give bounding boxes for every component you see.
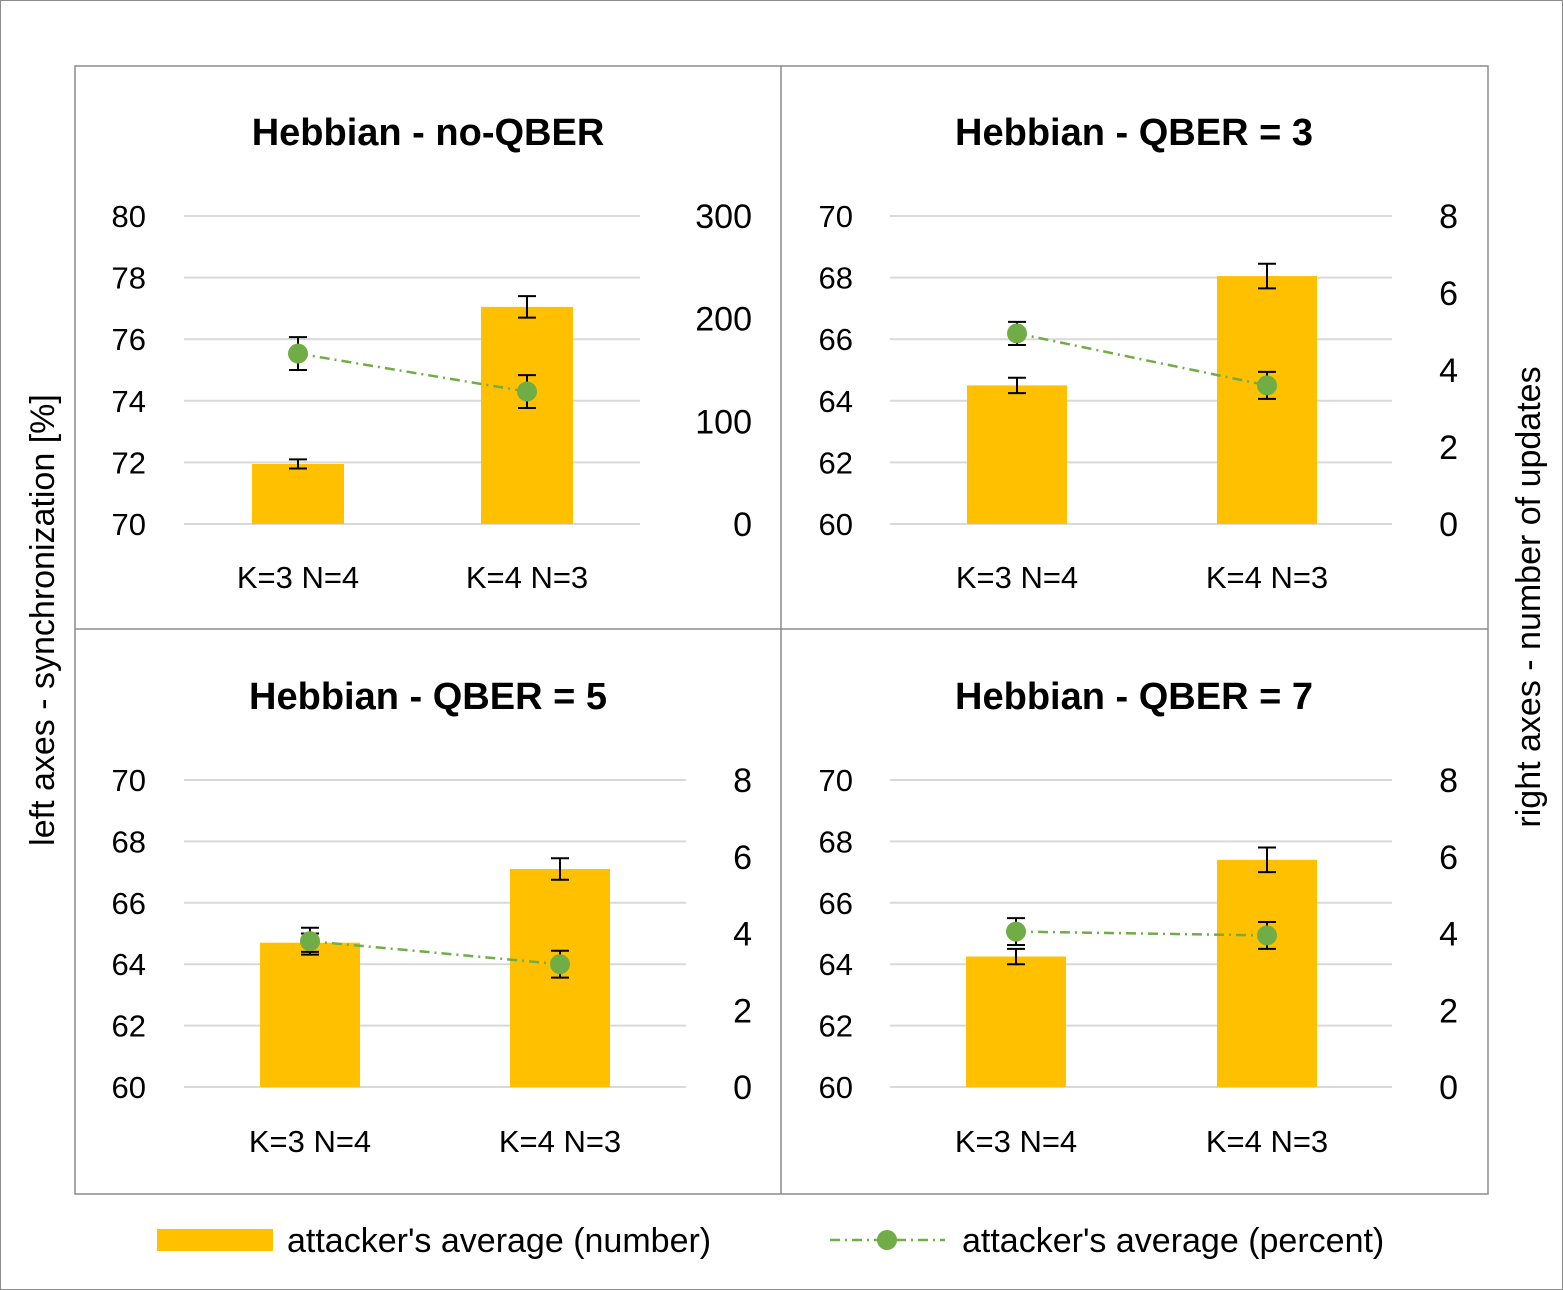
line-point bbox=[288, 343, 308, 364]
legend-line-label: attacker's average (percent) bbox=[962, 1222, 1384, 1260]
left-tick-label: 68 bbox=[819, 261, 853, 296]
left-tick-label: 60 bbox=[819, 507, 853, 542]
right-tick-label: 8 bbox=[733, 762, 752, 800]
bar bbox=[967, 385, 1067, 524]
left-tick-label: 60 bbox=[819, 1070, 853, 1105]
right-tick-label: 8 bbox=[1439, 762, 1458, 800]
chart-title: Hebbian - no-QBER bbox=[252, 112, 605, 154]
line-point bbox=[300, 931, 320, 952]
right-tick-label: 8 bbox=[1439, 198, 1458, 236]
left-tick-label: 62 bbox=[819, 1009, 853, 1044]
left-tick-label: 70 bbox=[819, 199, 853, 234]
line-point bbox=[1006, 921, 1026, 942]
right-tick-label: 0 bbox=[1439, 1069, 1458, 1107]
right-tick-label: 6 bbox=[1439, 275, 1458, 313]
right-tick-label: 2 bbox=[1439, 429, 1458, 467]
right-tick-label: 4 bbox=[1439, 352, 1458, 390]
left-axis-label: left axes - synchronization [%] bbox=[24, 394, 62, 846]
panel-grid bbox=[74, 65, 1489, 1195]
left-tick-label: 68 bbox=[112, 824, 146, 859]
left-tick-label: 62 bbox=[112, 1009, 146, 1044]
left-tick-label: 64 bbox=[819, 384, 853, 419]
line-point bbox=[550, 954, 570, 975]
right-tick-label: 2 bbox=[733, 992, 752, 1030]
right-tick-label: 200 bbox=[695, 301, 752, 339]
right-tick-label: 0 bbox=[733, 1069, 752, 1107]
left-tick-label: 64 bbox=[112, 947, 146, 982]
line-point bbox=[517, 381, 537, 402]
left-tick-label: 70 bbox=[112, 763, 146, 798]
category-label: K=3 N=4 bbox=[956, 560, 1078, 595]
right-tick-label: 4 bbox=[733, 916, 752, 954]
left-tick-label: 76 bbox=[112, 322, 146, 357]
left-tick-label: 62 bbox=[819, 445, 853, 480]
chart-title: Hebbian - QBER = 5 bbox=[249, 676, 607, 718]
chart-title: Hebbian - QBER = 3 bbox=[955, 112, 1313, 154]
line-series bbox=[297, 352, 528, 393]
legend-marker-swatch bbox=[877, 1230, 897, 1250]
right-tick-label: 100 bbox=[695, 403, 752, 441]
left-tick-label: 66 bbox=[819, 886, 853, 921]
left-tick-label: 64 bbox=[819, 947, 853, 982]
left-tick-label: 60 bbox=[112, 1070, 146, 1105]
category-label: K=3 N=4 bbox=[237, 560, 359, 595]
category-label: K=4 N=3 bbox=[466, 560, 588, 595]
line-series bbox=[1015, 930, 1268, 937]
left-tick-label: 66 bbox=[819, 322, 853, 357]
right-tick-label: 6 bbox=[1439, 839, 1458, 877]
panels: Hebbian - no-QBER8078767472703002001000K… bbox=[112, 112, 1458, 1159]
right-tick-label: 0 bbox=[1439, 506, 1458, 544]
bar bbox=[260, 942, 360, 1087]
left-tick-label: 70 bbox=[819, 763, 853, 798]
bar bbox=[1217, 859, 1317, 1087]
line-point bbox=[1257, 925, 1277, 946]
bar bbox=[252, 463, 344, 524]
legend-bar-label: attacker's average (number) bbox=[287, 1222, 711, 1260]
left-tick-label: 66 bbox=[112, 886, 146, 921]
left-tick-label: 70 bbox=[112, 507, 146, 542]
bar bbox=[1217, 276, 1317, 524]
category-label: K=4 N=3 bbox=[1206, 1124, 1328, 1159]
left-tick-label: 80 bbox=[112, 199, 146, 234]
left-tick-label: 78 bbox=[112, 261, 146, 296]
legend: attacker's average (number) attacker's a… bbox=[157, 1222, 1384, 1260]
line-point bbox=[1257, 375, 1277, 396]
right-tick-label: 0 bbox=[733, 506, 752, 544]
category-label: K=4 N=3 bbox=[499, 1124, 621, 1159]
line-series bbox=[309, 939, 561, 966]
chart-panel-1: Hebbian - no-QBER 80 78 76 74 72 70 300 200 100 0 K… bbox=[112, 112, 752, 595]
left-tick-label: 74 bbox=[112, 384, 146, 419]
right-tick-label: 300 bbox=[695, 198, 752, 236]
legend-bar-swatch bbox=[157, 1229, 273, 1251]
right-tick-label: 6 bbox=[733, 839, 752, 877]
category-label: K=3 N=4 bbox=[249, 1124, 371, 1159]
bar bbox=[966, 956, 1066, 1087]
left-tick-label: 68 bbox=[819, 824, 853, 859]
category-label: K=4 N=3 bbox=[1206, 560, 1328, 595]
right-tick-label: 2 bbox=[1439, 992, 1458, 1030]
right-tick-label: 4 bbox=[1439, 916, 1458, 954]
line-point bbox=[1007, 323, 1027, 344]
bar bbox=[481, 306, 573, 524]
right-axis-label: right axes - number of updates bbox=[1510, 366, 1548, 827]
left-tick-label: 72 bbox=[112, 445, 146, 480]
category-label: K=3 N=4 bbox=[955, 1124, 1077, 1159]
chart-title: Hebbian - QBER = 7 bbox=[955, 676, 1313, 718]
